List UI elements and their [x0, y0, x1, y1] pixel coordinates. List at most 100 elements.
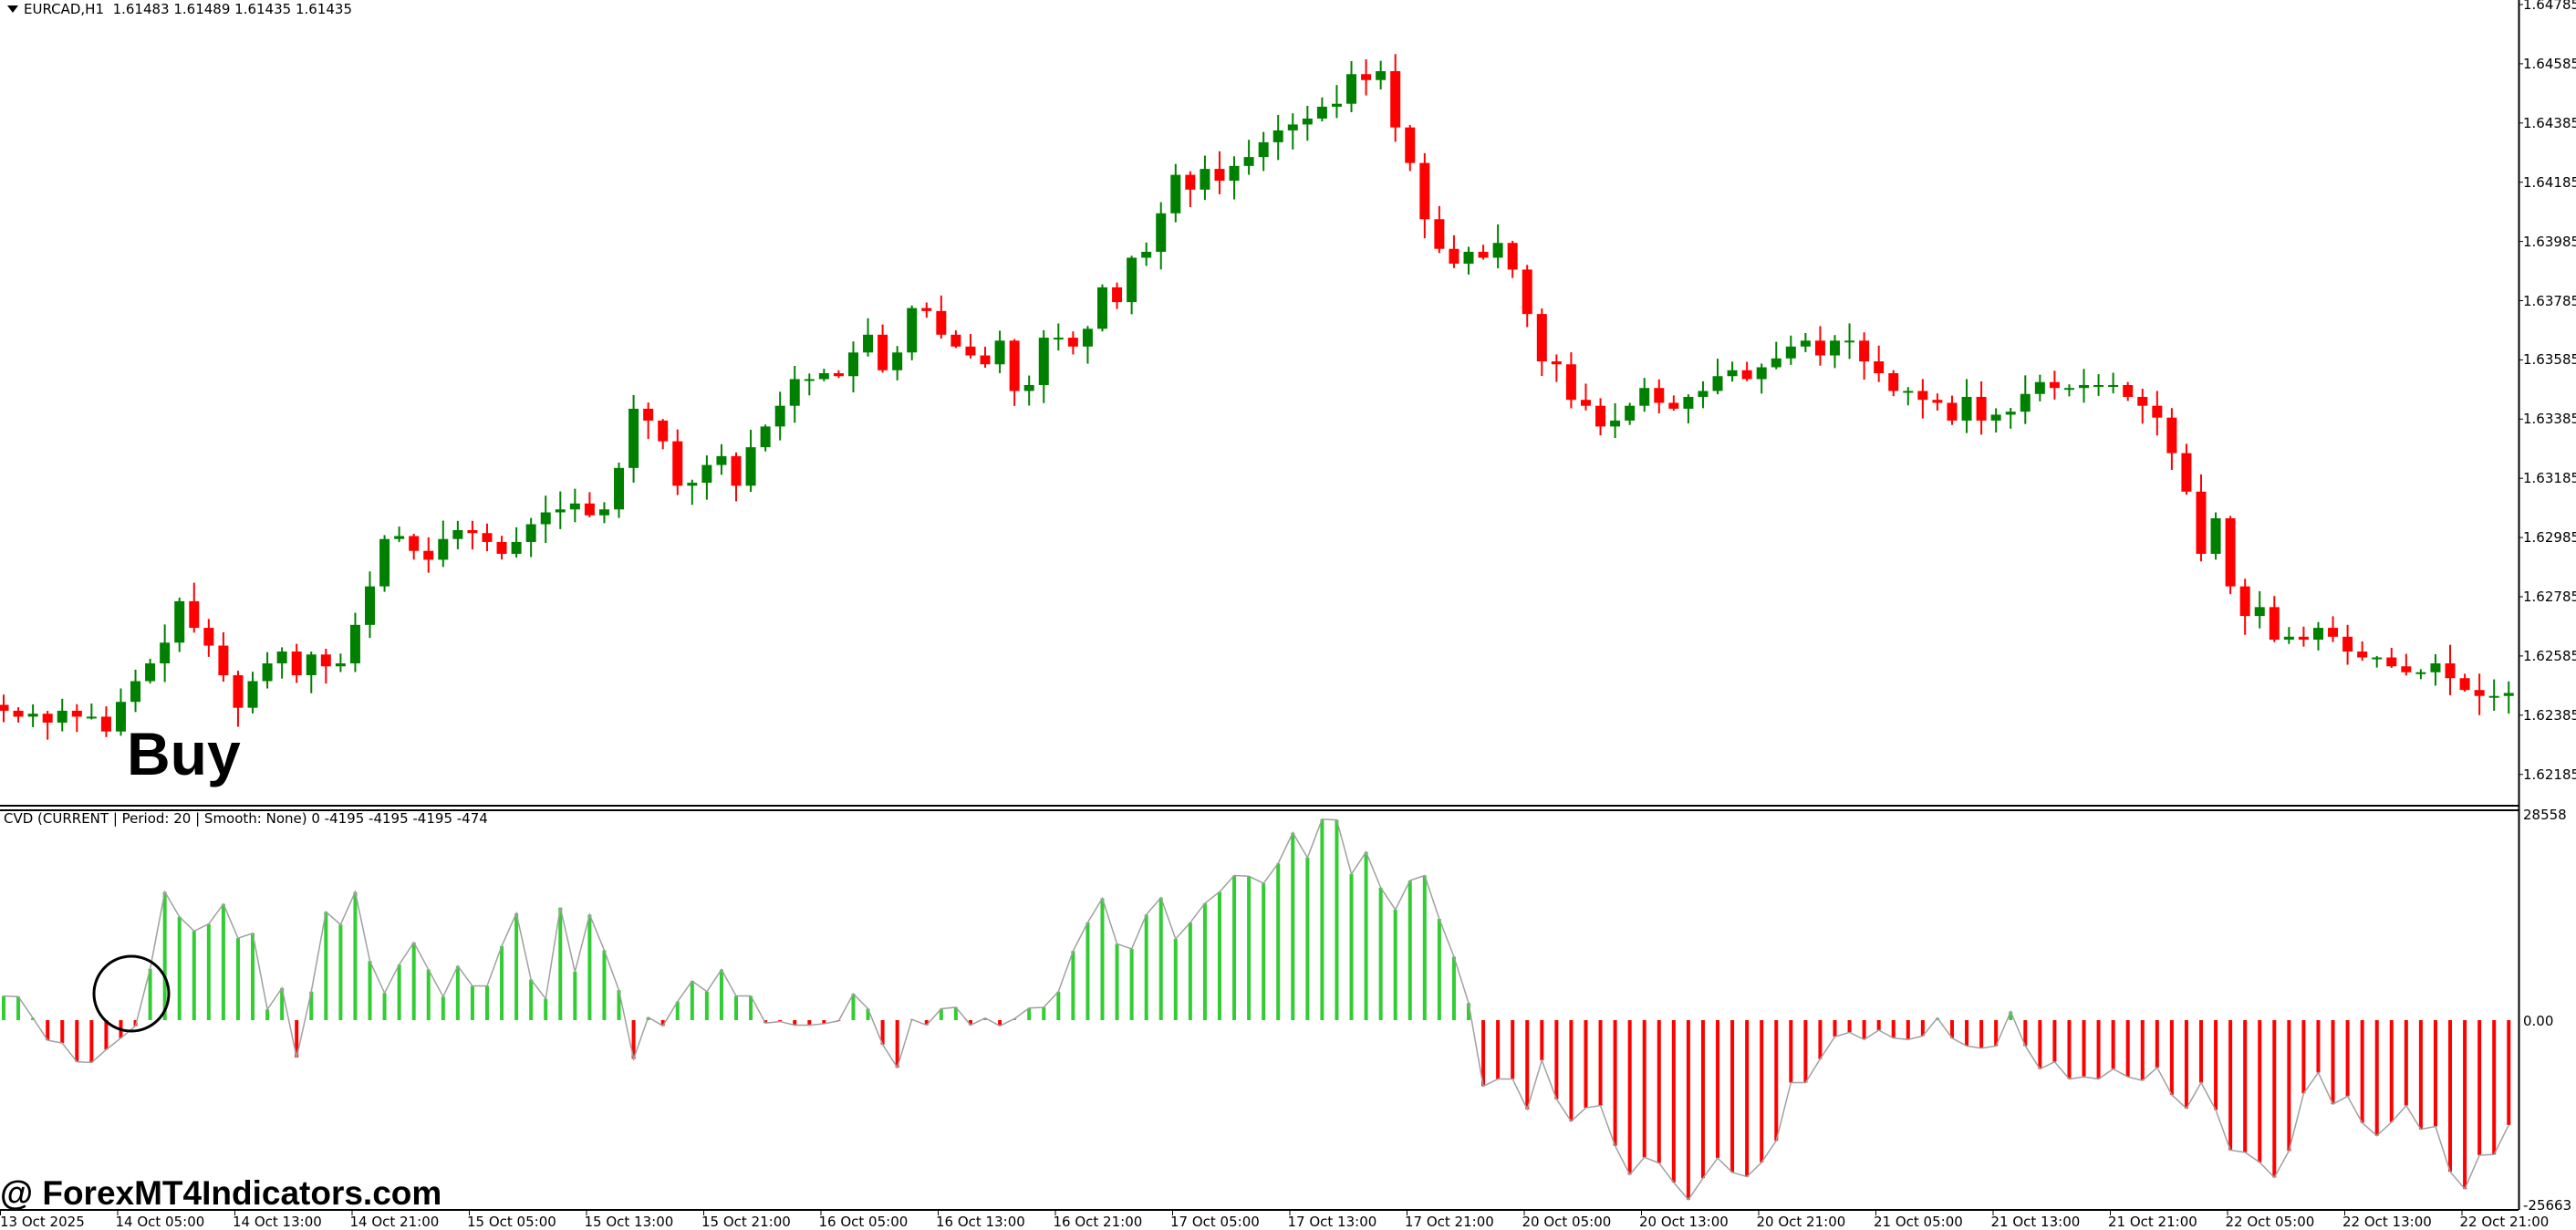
bear-candle[interactable] — [1551, 361, 1562, 365]
bull-candle[interactable] — [1961, 396, 1972, 421]
bear-candle[interactable] — [1405, 127, 1416, 163]
bull-candle[interactable] — [27, 714, 38, 717]
bear-candle[interactable] — [1185, 174, 1196, 190]
bear-candle[interactable] — [233, 674, 244, 708]
bull-candle[interactable] — [1316, 106, 1327, 119]
bear-candle[interactable] — [2269, 607, 2280, 641]
bear-candle[interactable] — [1668, 402, 1679, 409]
bear-candle[interactable] — [2225, 518, 2236, 587]
bear-candle[interactable] — [1507, 243, 1518, 270]
bull-candle[interactable] — [1287, 124, 1298, 130]
bear-candle[interactable] — [1947, 402, 1958, 421]
bull-candle[interactable] — [628, 408, 639, 468]
bear-candle[interactable] — [1390, 71, 1401, 128]
bull-candle[interactable] — [365, 586, 375, 625]
bull-candle[interactable] — [1756, 367, 1767, 380]
bear-candle[interactable] — [584, 503, 595, 516]
collapse-triangle-icon[interactable] — [7, 5, 18, 13]
bull-candle[interactable] — [1258, 141, 1269, 158]
bear-candle[interactable] — [980, 355, 991, 365]
bull-candle[interactable] — [1331, 103, 1342, 107]
bear-candle[interactable] — [1932, 400, 1943, 403]
bull-candle[interactable] — [2312, 628, 2323, 641]
bear-candle[interactable] — [1917, 391, 1928, 401]
bull-candle[interactable] — [1683, 396, 1694, 409]
bull-candle[interactable] — [1376, 71, 1387, 80]
bull-candle[interactable] — [789, 379, 800, 406]
bull-candle[interactable] — [1243, 157, 1254, 166]
bull-candle[interactable] — [1903, 391, 1914, 393]
bear-candle[interactable] — [1976, 396, 1987, 421]
bear-candle[interactable] — [2474, 690, 2485, 696]
bear-candle[interactable] — [100, 716, 111, 732]
bear-candle[interactable] — [1888, 373, 1899, 391]
bull-candle[interactable] — [57, 710, 68, 723]
bull-candle[interactable] — [687, 483, 698, 486]
bull-candle[interactable] — [2210, 518, 2221, 554]
bull-candle[interactable] — [2415, 672, 2426, 674]
bull-candle[interactable] — [1712, 376, 1723, 391]
bear-candle[interactable] — [2328, 628, 2339, 637]
bear-candle[interactable] — [1522, 269, 1532, 315]
bull-candle[interactable] — [349, 624, 360, 664]
bull-candle[interactable] — [907, 308, 918, 353]
bear-candle[interactable] — [2401, 666, 2412, 672]
bear-candle[interactable] — [1536, 314, 1547, 362]
bear-candle[interactable] — [1595, 405, 1606, 427]
bear-candle[interactable] — [2137, 396, 2148, 406]
bear-candle[interactable] — [423, 550, 434, 560]
bear-candle[interactable] — [320, 654, 331, 667]
bull-candle[interactable] — [130, 681, 141, 703]
bull-candle[interactable] — [511, 541, 522, 554]
bull-candle[interactable] — [804, 379, 815, 381]
bear-candle[interactable] — [2166, 417, 2177, 453]
bear-candle[interactable] — [1449, 248, 1459, 264]
bull-candle[interactable] — [1698, 391, 1709, 397]
bear-candle[interactable] — [1478, 251, 1489, 258]
bull-candle[interactable] — [2020, 393, 2031, 412]
bull-candle[interactable] — [1023, 384, 1034, 391]
bear-candle[interactable] — [2239, 586, 2250, 617]
bull-candle[interactable] — [438, 538, 449, 560]
bear-candle[interactable] — [1814, 340, 1825, 356]
bull-candle[interactable] — [1492, 243, 1503, 258]
bull-candle[interactable] — [379, 538, 390, 587]
bull-candle[interactable] — [1097, 287, 1107, 329]
bear-candle[interactable] — [1009, 340, 1020, 391]
bear-candle[interactable] — [965, 346, 976, 356]
bull-candle[interactable] — [145, 663, 156, 682]
bear-candle[interactable] — [1434, 219, 1445, 249]
bull-candle[interactable] — [2488, 695, 2499, 698]
bull-candle[interactable] — [2372, 657, 2383, 660]
bull-candle[interactable] — [745, 447, 756, 486]
bull-candle[interactable] — [716, 455, 727, 465]
bull-candle[interactable] — [1200, 169, 1210, 190]
bear-candle[interactable] — [2196, 491, 2207, 554]
bull-candle[interactable] — [2254, 607, 2265, 617]
bull-candle[interactable] — [2108, 384, 2119, 387]
bull-candle[interactable] — [1082, 328, 1093, 347]
bull-candle[interactable] — [774, 405, 785, 427]
bull-candle[interactable] — [335, 663, 346, 667]
bull-candle[interactable] — [701, 464, 712, 484]
bull-candle[interactable] — [174, 600, 185, 643]
bear-candle[interactable] — [2357, 651, 2368, 658]
bull-candle[interactable] — [614, 467, 625, 510]
bear-candle[interactable] — [643, 408, 654, 421]
bear-candle[interactable] — [13, 710, 24, 717]
bull-candle[interactable] — [1156, 213, 1167, 252]
bear-candle[interactable] — [218, 645, 229, 675]
bull-candle[interactable] — [1127, 257, 1137, 303]
bull-candle[interactable] — [1990, 414, 2001, 421]
bull-candle[interactable] — [1141, 251, 1152, 258]
bull-candle[interactable] — [1639, 388, 1650, 406]
bear-candle[interactable] — [2298, 636, 2309, 641]
bull-candle[interactable] — [1844, 340, 1855, 343]
bull-candle[interactable] — [994, 340, 1005, 365]
bear-candle[interactable] — [1067, 338, 1078, 347]
bear-candle[interactable] — [2445, 663, 2456, 679]
bull-candle[interactable] — [276, 651, 287, 664]
bear-candle[interactable] — [878, 334, 888, 370]
bear-candle[interactable] — [1112, 287, 1123, 303]
bull-candle[interactable] — [863, 334, 874, 353]
